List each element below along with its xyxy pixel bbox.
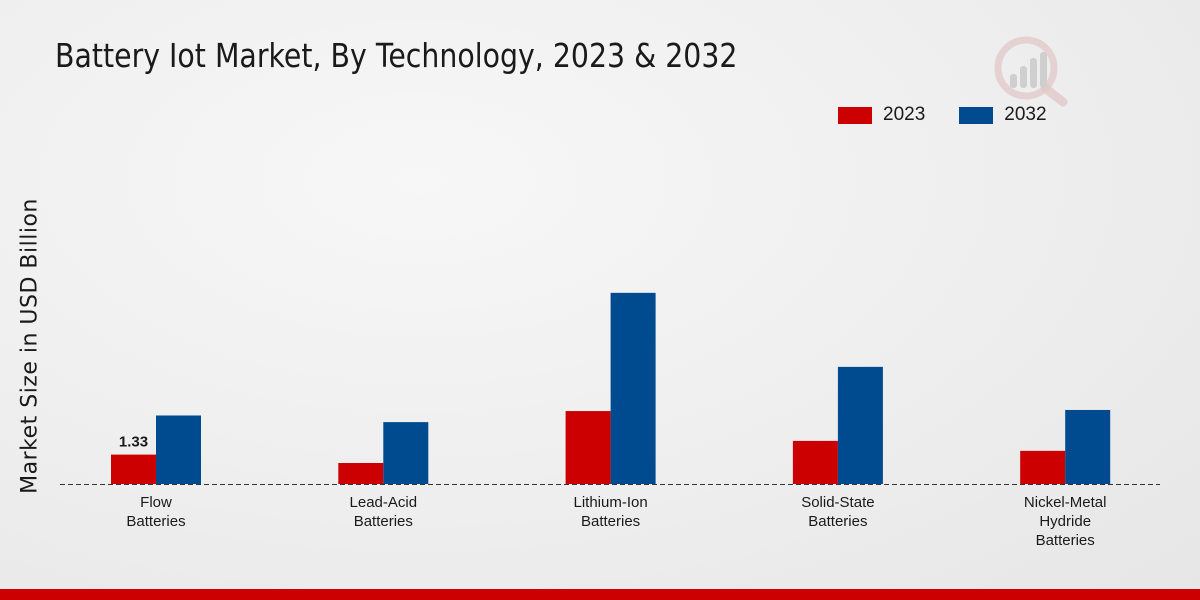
chart-legend: 2023 2032 — [838, 104, 1081, 126]
x-tick-label: Flow Batteries — [126, 494, 186, 530]
legend-item-2023: 2023 — [838, 104, 925, 126]
market-research-logo-icon — [994, 36, 1068, 107]
legend-swatch-2023 — [838, 106, 872, 124]
legend-item-2032: 2032 — [959, 104, 1047, 126]
bar-2023-3 — [792, 440, 838, 484]
chart-title: Battery Iot Market, By Technology, 2023 … — [55, 36, 738, 75]
bar-2032-1 — [383, 422, 429, 484]
x-tick-label: Lead-Acid Batteries — [349, 494, 418, 530]
bar-2023-4 — [1020, 450, 1066, 484]
bar-2032-3 — [837, 366, 883, 484]
bar-2032-2 — [610, 292, 656, 484]
bar-2032-4 — [1065, 409, 1111, 484]
bar-2023-0 — [111, 454, 156, 484]
bar-2023-1 — [338, 463, 384, 484]
bar-2032-0 — [156, 415, 201, 484]
x-tick-label: Lithium-Ion Batteries — [573, 494, 648, 530]
bar-2023-2 — [565, 411, 611, 484]
x-tick-label: Solid-State Batteries — [801, 494, 875, 530]
x-tick-label: Nickel-Metal Hydride Batteries — [1023, 494, 1107, 549]
legend-label-2023: 2023 — [883, 104, 926, 125]
legend-swatch-2032 — [959, 106, 994, 124]
footer-bar — [0, 589, 1200, 600]
legend-label-2032: 2032 — [1004, 104, 1047, 125]
data-label-0: 1.33 — [119, 434, 148, 451]
